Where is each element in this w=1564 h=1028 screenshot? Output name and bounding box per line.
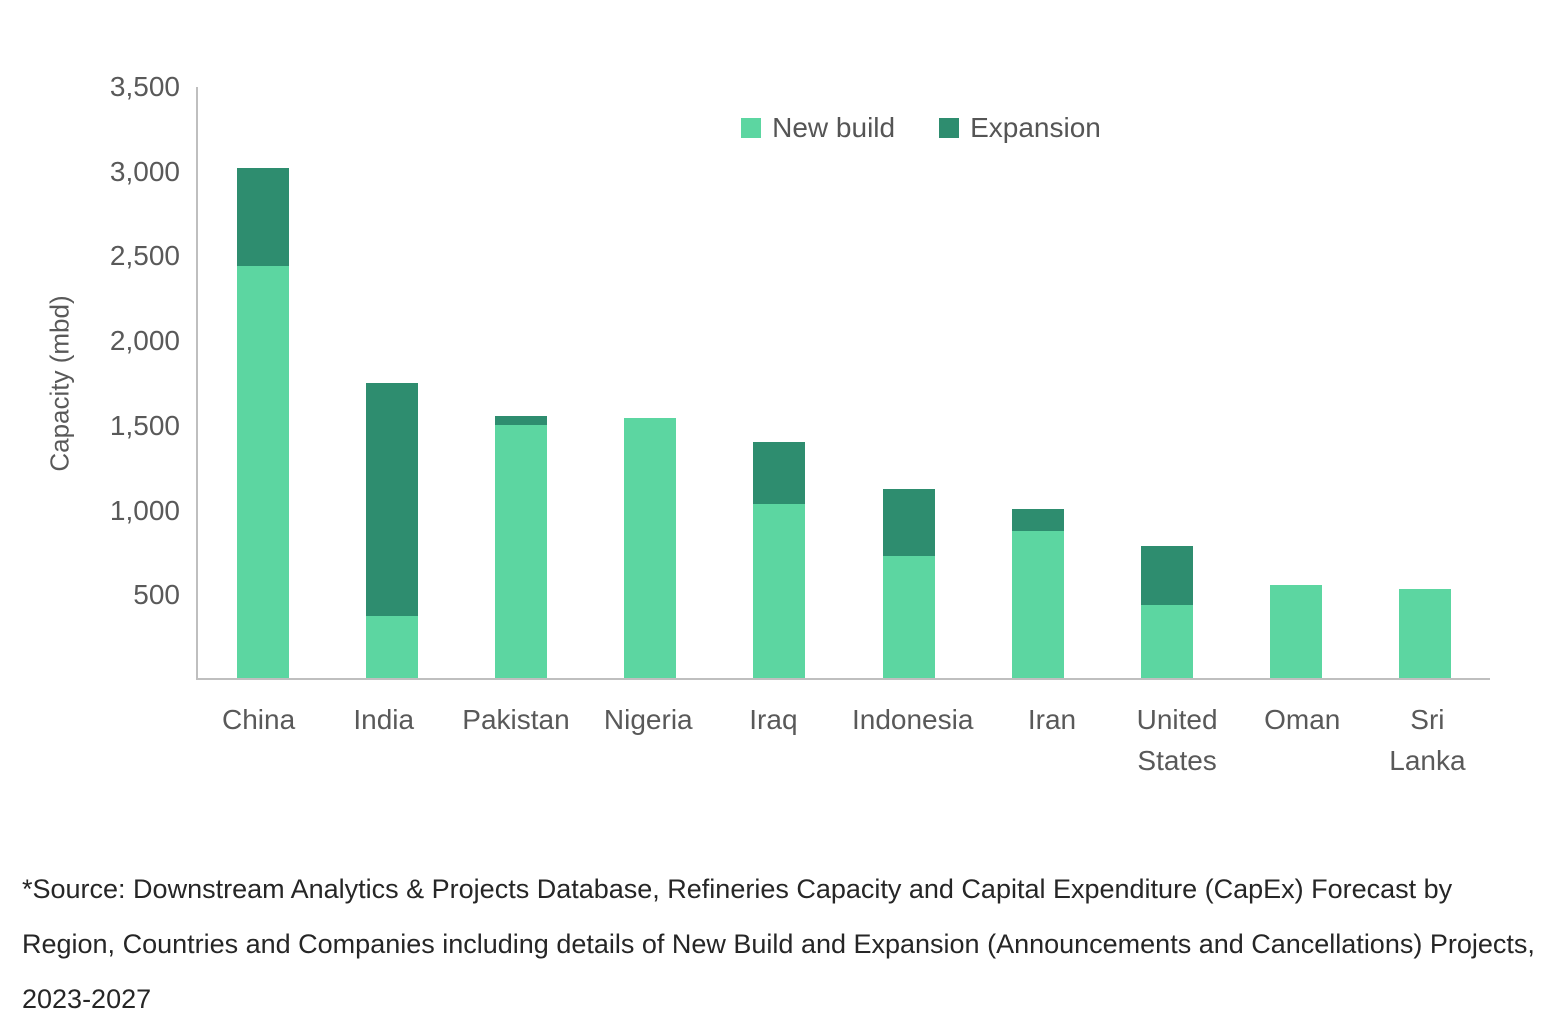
legend-item-new-build: New build — [741, 112, 895, 144]
bar-segment-new-build — [495, 424, 547, 678]
bar-group-sri-lanka — [1361, 87, 1490, 678]
bar-group-india — [327, 87, 456, 678]
x-axis-label-nigeria: Nigeria — [603, 704, 693, 735]
bar-segment-expansion — [495, 416, 547, 425]
x-axis-labels: China India Pakistan Nigeria Iraq Indonesia Ir… — [196, 700, 1490, 781]
stacked-bar-china — [236, 87, 289, 678]
bar-segment-new-build — [1270, 585, 1323, 678]
chart-legend: New build Expansion — [274, 112, 1564, 144]
bar-segment-new-build — [1141, 605, 1194, 678]
capacity-stacked-bar-chart: New build Expansion Capacity (mbd) 3,500 3… — [45, 71, 1564, 781]
bar-segment-expansion — [236, 168, 289, 266]
y-tick-label: 1,000 — [109, 494, 180, 526]
x-axis-label-indonesia: Indonesia — [851, 704, 974, 735]
stacked-bar-sri-lanka — [1399, 87, 1452, 678]
stacked-bar-india — [365, 87, 418, 678]
bar-segment-new-build — [1399, 588, 1452, 678]
stacked-bar-oman — [1270, 87, 1323, 678]
stacked-bar-iraq — [753, 87, 806, 678]
bar-segment-new-build — [753, 504, 806, 678]
bar-group-united-states — [1102, 87, 1231, 678]
bar-segment-expansion — [365, 382, 418, 616]
bar-group-china — [198, 87, 327, 678]
y-tick-label: 1,500 — [109, 409, 180, 441]
stacked-bar-iran — [1011, 87, 1064, 678]
x-axis-label-iran: Iran — [1027, 704, 1077, 735]
bar-group-oman — [1232, 87, 1361, 678]
x-axis-label-iraq: Iraq — [749, 704, 798, 735]
x-axis-label-united-states: United States — [1136, 704, 1218, 776]
bar-segment-new-build — [882, 556, 935, 678]
stacked-bar-pakistan — [495, 87, 547, 678]
bar-segment-new-build — [624, 417, 677, 678]
bar-segment-expansion — [1011, 509, 1064, 532]
x-axis-label-pakistan: Pakistan — [462, 704, 570, 735]
source-note: *Source: Downstream Analytics & Projects… — [22, 874, 1535, 1014]
bar-segment-expansion — [882, 488, 935, 557]
bar-segment-expansion — [753, 441, 806, 505]
bar-group-iran — [973, 87, 1102, 678]
legend-label: Expansion — [970, 112, 1101, 143]
bar-group-nigeria — [586, 87, 715, 678]
legend-label: New build — [772, 112, 896, 143]
y-tick-label: 2,500 — [109, 240, 180, 272]
y-axis-ticks: 3,500 3,000 2,500 2,000 1,500 1,000 500 — [70, 71, 180, 680]
legend-item-expansion: Expansion — [939, 112, 1101, 144]
bar-group-iraq — [715, 87, 844, 678]
bar-group-indonesia — [844, 87, 973, 678]
bar-segment-new-build — [236, 266, 289, 678]
y-tick-label: 3,000 — [109, 155, 180, 187]
x-axis-label-india: India — [353, 704, 415, 735]
stacked-bar-indonesia — [882, 87, 935, 678]
bar-segment-new-build — [365, 615, 418, 678]
x-axis-label-oman: Oman — [1264, 704, 1341, 735]
y-tick-label: 2,000 — [109, 325, 180, 357]
legend-swatch-icon — [741, 118, 762, 138]
plot-area — [196, 87, 1490, 680]
y-tick-label: 3,500 — [109, 71, 180, 102]
x-axis-label-sri-lanka: Sri Lanka — [1389, 704, 1466, 776]
x-axis-label-china: China — [221, 704, 296, 735]
stacked-bar-nigeria — [624, 87, 677, 678]
bar-group-pakistan — [456, 87, 585, 678]
bar-segment-new-build — [1011, 531, 1064, 678]
bar-segment-expansion — [1141, 546, 1194, 606]
y-tick-label: 500 — [133, 579, 180, 611]
legend-swatch-icon — [939, 118, 960, 138]
stacked-bar-united-states — [1141, 87, 1194, 678]
